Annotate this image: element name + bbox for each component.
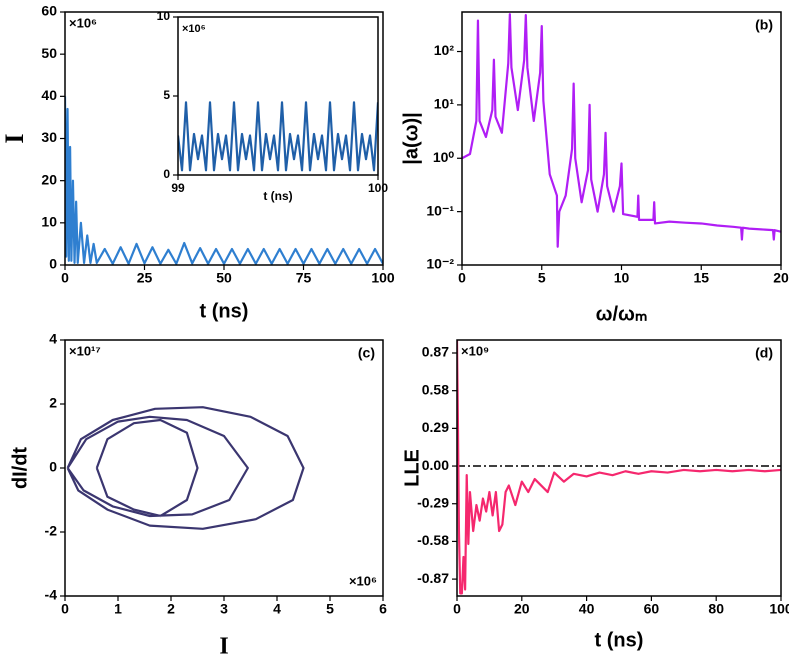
y-tick-label: 10⁻¹ (426, 202, 454, 218)
plot-frame (177, 16, 379, 176)
y-tick-label: 5 (163, 88, 170, 102)
x-tick-label: 0 (61, 270, 69, 286)
y-axis-label: dI/dt (9, 447, 31, 490)
x-tick-label: 80 (708, 601, 724, 617)
y-tick-label: 4 (49, 331, 57, 347)
x-tick-label: 75 (296, 270, 312, 286)
panel-label: (d) (755, 345, 773, 361)
x-tick-label: 3 (220, 601, 228, 617)
y-multiplier: ×10⁹ (461, 343, 489, 358)
y-tick-label: 0.87 (422, 344, 449, 360)
y-tick-label: 40 (41, 87, 57, 103)
y-tick-label: 20 (41, 171, 57, 187)
y-tick-label: 10⁰ (433, 149, 455, 165)
x-tick-label: 1 (114, 601, 122, 617)
x-tick-label: 40 (579, 601, 595, 617)
data-line (178, 101, 378, 172)
x-tick-label: 5 (538, 270, 546, 286)
y-tick-label: 10 (157, 9, 171, 23)
plot-frame (64, 339, 384, 597)
y-tick-label: -2 (45, 523, 58, 539)
y-tick-label: 2 (49, 395, 57, 411)
y-tick-label: 0.00 (422, 457, 449, 473)
x-axis-label: t (ns) (595, 629, 644, 651)
data-line (66, 406, 305, 530)
y-tick-label: 10² (434, 42, 455, 58)
y-multiplier: ×10⁶ (182, 23, 206, 35)
y-tick-label: -0.87 (417, 570, 449, 586)
y-tick-label: -4 (45, 587, 58, 603)
data-line (65, 96, 383, 265)
x-tick-label: 100 (371, 270, 395, 286)
y-tick-label: 10⁻² (426, 256, 454, 272)
x-tick-label: 20 (514, 601, 530, 617)
x-tick-label: 50 (216, 270, 232, 286)
data-line (462, 13, 781, 248)
y-tick-label: 0 (163, 167, 170, 181)
plot-frame (461, 11, 782, 266)
data-line (457, 340, 781, 595)
x-tick-label: 10 (614, 270, 630, 286)
x-tick-label: 0 (458, 270, 466, 286)
x-tick-label: 5 (326, 601, 334, 617)
x-tick-label: 0 (61, 601, 69, 617)
x-tick-label: 99 (171, 181, 185, 195)
plot-background (462, 12, 781, 265)
x-tick-label: 0 (453, 601, 461, 617)
y-multiplier: ×10¹⁷ (69, 343, 101, 358)
y-multiplier: ×10⁶ (69, 15, 97, 30)
x-tick-label: 4 (273, 601, 281, 617)
y-tick-label: 60 (41, 3, 57, 19)
y-axis-label: I (0, 133, 29, 143)
x-tick-label: 6 (379, 601, 387, 617)
x-tick-label: 100 (368, 181, 388, 195)
y-tick-label: 0 (49, 256, 57, 272)
plot-frame (456, 339, 782, 597)
x-tick-label: 15 (693, 270, 709, 286)
x-axis-label: I (219, 634, 228, 660)
x-multiplier: ×10⁶ (349, 573, 377, 588)
y-axis-label: |a(ω)| (400, 112, 422, 165)
y-tick-label: 30 (41, 129, 57, 145)
y-tick-label: -0.58 (417, 532, 449, 548)
plot-background (65, 340, 383, 596)
y-tick-label: 50 (41, 45, 57, 61)
x-tick-label: 25 (137, 270, 153, 286)
x-tick-label: 100 (769, 601, 789, 617)
y-axis-label: LLE (401, 449, 423, 487)
panel-label: (c) (358, 345, 375, 361)
x-tick-label: 20 (773, 270, 789, 286)
plot-background (457, 340, 781, 596)
y-tick-label: 10 (41, 214, 57, 230)
plot-frame (64, 11, 384, 266)
y-tick-label: -0.29 (417, 494, 449, 510)
x-tick-label: 60 (644, 601, 660, 617)
x-axis-label: t (ns) (263, 189, 292, 203)
x-tick-label: 2 (167, 601, 175, 617)
panel-label: (b) (755, 17, 773, 33)
y-tick-label: 0.29 (422, 419, 449, 435)
y-tick-label: 10¹ (434, 96, 455, 112)
x-axis-label: ω/ωₘ (596, 303, 648, 325)
x-axis-label: t (ns) (200, 300, 249, 322)
y-tick-label: 0 (49, 459, 57, 475)
y-tick-label: 0.58 (422, 381, 449, 397)
